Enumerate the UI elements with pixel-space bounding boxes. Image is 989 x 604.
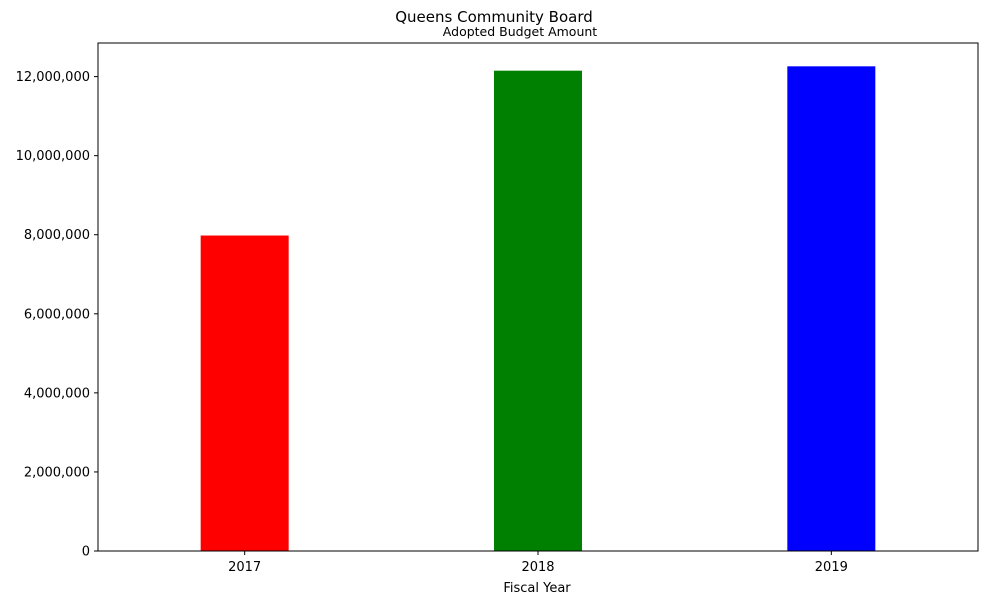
bars-group	[200, 66, 876, 552]
y-axis: 0 2,000,000 4,000,000 6,000,000 8,000,000 10,…	[16, 70, 98, 560]
x-tick-label-2017: 2017	[228, 560, 261, 575]
chart-subtitle: Adopted Budget Amount	[443, 24, 597, 39]
y-tick-label-0: 0	[82, 545, 90, 560]
x-axis: 2017 2018 2019	[228, 551, 848, 575]
chart-title: Queens Community Board	[395, 8, 593, 26]
y-tick-label-6: 12,000,000	[16, 70, 90, 85]
x-axis-label: Fiscal Year	[503, 581, 571, 596]
bar-2019	[787, 66, 876, 551]
bar-2018	[494, 70, 582, 551]
y-tick-label-2: 4,000,000	[24, 386, 90, 401]
y-tick-label-1: 2,000,000	[24, 465, 90, 480]
x-tick-label-2018: 2018	[521, 560, 554, 575]
bar-2017	[200, 235, 289, 552]
x-tick-label-2019: 2019	[815, 560, 848, 575]
y-tick-label-3: 6,000,000	[24, 307, 90, 322]
y-tick-label-5: 10,000,000	[16, 149, 90, 164]
y-tick-label-4: 8,000,000	[24, 228, 90, 243]
